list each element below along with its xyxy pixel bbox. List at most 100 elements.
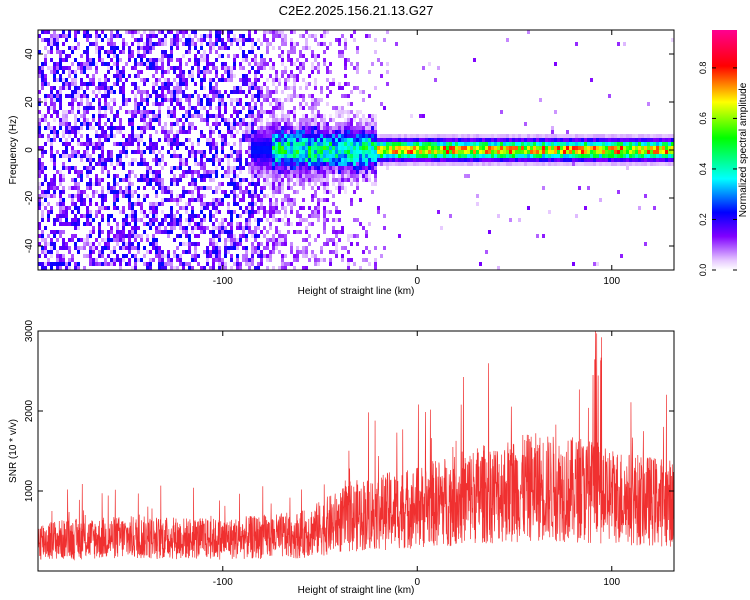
heatmap-cell bbox=[209, 114, 212, 118]
heatmap-cell bbox=[176, 194, 179, 198]
heatmap-cell bbox=[578, 138, 581, 142]
heatmap-cell bbox=[113, 62, 116, 66]
heatmap-cell bbox=[179, 242, 182, 246]
heatmap-cell bbox=[104, 90, 107, 94]
heatmap-cell bbox=[344, 186, 347, 190]
heatmap-cell bbox=[62, 242, 65, 246]
heatmap-cell bbox=[164, 50, 167, 54]
heatmap-cell bbox=[362, 98, 365, 102]
heatmap-cell bbox=[443, 154, 446, 158]
heatmap-cell bbox=[392, 158, 395, 162]
heatmap-cell bbox=[137, 54, 140, 58]
heatmap-cell bbox=[323, 218, 326, 222]
heatmap-cell bbox=[557, 146, 560, 150]
heatmap-cell bbox=[401, 142, 404, 146]
heatmap-cell bbox=[380, 62, 383, 66]
heatmap-cell bbox=[599, 162, 602, 166]
heatmap-cell bbox=[347, 238, 350, 242]
heatmap-cell bbox=[167, 110, 170, 114]
heatmap-cell bbox=[266, 158, 269, 162]
heatmap-cell bbox=[140, 94, 143, 98]
heatmap-cell bbox=[347, 154, 350, 158]
heatmap-cell bbox=[296, 170, 299, 174]
heatmap-cell bbox=[521, 158, 524, 162]
heatmap-cell bbox=[287, 162, 290, 166]
heatmap-cell bbox=[629, 142, 632, 146]
heatmap-cell bbox=[563, 138, 566, 142]
heatmap-cell bbox=[350, 118, 353, 122]
heatmap-cell bbox=[638, 162, 641, 166]
heatmap-cell bbox=[227, 78, 230, 82]
heatmap-cell bbox=[191, 190, 194, 194]
heatmap-cell bbox=[101, 94, 104, 98]
heatmap-cell bbox=[260, 138, 263, 142]
heatmap-cell bbox=[92, 150, 95, 154]
heatmap-cell bbox=[278, 218, 281, 222]
heatmap-cell bbox=[134, 262, 137, 266]
heatmap-cell bbox=[110, 110, 113, 114]
heatmap-cell bbox=[128, 186, 131, 190]
heatmap-cell bbox=[317, 258, 320, 262]
heatmap-cell bbox=[200, 38, 203, 42]
heatmap-cell bbox=[608, 162, 611, 166]
heatmap-cell bbox=[284, 134, 287, 138]
heatmap-cell bbox=[206, 142, 209, 146]
heatmap-cell bbox=[329, 146, 332, 150]
heatmap-cell bbox=[539, 162, 542, 166]
heatmap-cell bbox=[329, 250, 332, 254]
heatmap-cell bbox=[173, 90, 176, 94]
heatmap-cell bbox=[167, 222, 170, 226]
heatmap-cell bbox=[251, 58, 254, 62]
heatmap-cell bbox=[80, 238, 83, 242]
heatmap-cell bbox=[38, 234, 41, 238]
heatmap-cell bbox=[143, 162, 146, 166]
heatmap-cell bbox=[494, 146, 497, 150]
heatmap-cell bbox=[143, 54, 146, 58]
heatmap-cell bbox=[143, 42, 146, 46]
heatmap-cell bbox=[185, 38, 188, 42]
heatmap-cell bbox=[443, 162, 446, 166]
heatmap-cell bbox=[188, 262, 191, 266]
heatmap-cell bbox=[266, 30, 269, 34]
heatmap-cell bbox=[299, 162, 302, 166]
heatmap-cell bbox=[230, 230, 233, 234]
heatmap-cell bbox=[305, 82, 308, 86]
heatmap-cell bbox=[239, 34, 242, 38]
heatmap-cell bbox=[170, 266, 173, 270]
heatmap-cell bbox=[356, 66, 359, 70]
heatmap-cell bbox=[173, 94, 176, 98]
heatmap-cell bbox=[311, 118, 314, 122]
heatmap-cell bbox=[98, 90, 101, 94]
heatmap-cell bbox=[308, 214, 311, 218]
heatmap-cell bbox=[173, 238, 176, 242]
heatmap-cell bbox=[323, 122, 326, 126]
heatmap-cell bbox=[158, 86, 161, 90]
heatmap-cell bbox=[221, 222, 224, 226]
heatmap-cell bbox=[137, 198, 140, 202]
heatmap-cell bbox=[344, 154, 347, 158]
heatmap-cell bbox=[209, 50, 212, 54]
heatmap-cell bbox=[92, 250, 95, 254]
heatmap-cell bbox=[104, 82, 107, 86]
heatmap-cell bbox=[107, 38, 110, 42]
heatmap-cell bbox=[353, 126, 356, 130]
heatmap-cell bbox=[290, 70, 293, 74]
heatmap-cell bbox=[248, 150, 251, 154]
heatmap-cell bbox=[182, 82, 185, 86]
heatmap-cell bbox=[311, 158, 314, 162]
heatmap-cell bbox=[629, 134, 632, 138]
heatmap-cell bbox=[248, 126, 251, 130]
heatmap-cell bbox=[212, 266, 215, 270]
heatmap-cell bbox=[86, 122, 89, 126]
heatmap-cell bbox=[161, 258, 164, 262]
heatmap-cell bbox=[62, 154, 65, 158]
heatmap-cell bbox=[419, 142, 422, 146]
heatmap-cell bbox=[236, 174, 239, 178]
heatmap-cell bbox=[278, 158, 281, 162]
heatmap-cell bbox=[365, 230, 368, 234]
heatmap-cell bbox=[329, 118, 332, 122]
heatmap-cell bbox=[188, 190, 191, 194]
heatmap-cell bbox=[86, 74, 89, 78]
heatmap-cell bbox=[353, 66, 356, 70]
heatmap-cell bbox=[182, 78, 185, 82]
